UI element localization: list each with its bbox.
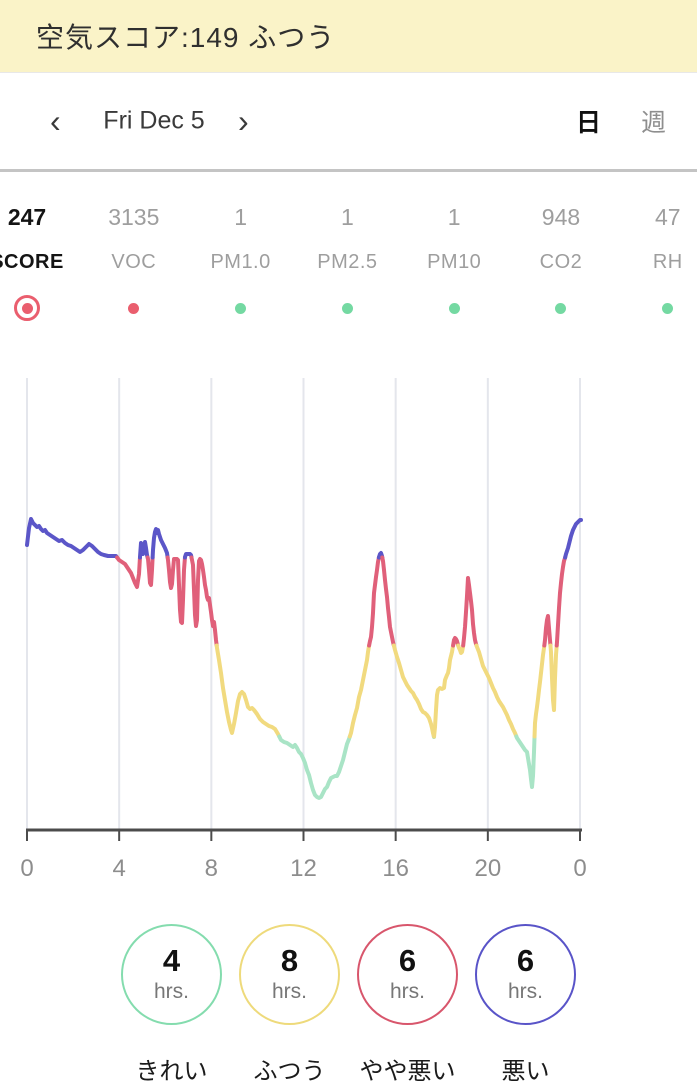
x-axis-label: 8 xyxy=(205,855,218,880)
metric-value: 3135 xyxy=(80,206,187,229)
score-line-segment xyxy=(463,578,476,646)
next-day-button[interactable]: › xyxy=(228,105,259,137)
metric-column-co2[interactable]: 948 CO2 xyxy=(508,206,615,322)
metric-label: SCORE xyxy=(0,252,80,272)
metric-status-dot xyxy=(294,294,401,322)
score-line-segment xyxy=(394,646,434,737)
band-label: ふつう xyxy=(239,1051,340,1086)
metric-column-pm25[interactable]: 1 PM2.5 xyxy=(294,206,401,322)
hours-unit: hrs. xyxy=(154,980,189,1004)
metric-value: 47 xyxy=(614,206,697,229)
x-axis-label: 12 xyxy=(290,855,317,880)
x-axis-label: 4 xyxy=(112,855,125,880)
score-line-segment xyxy=(350,646,369,737)
metric-column-pm10[interactable]: 1 PM10 xyxy=(401,206,508,322)
metric-value: 1 xyxy=(187,206,294,229)
hours-value: 4 xyxy=(163,945,180,978)
band-label: 悪い xyxy=(475,1051,576,1086)
metric-label: PM1.0 xyxy=(187,252,294,272)
metric-label: RH xyxy=(614,252,697,272)
x-axis-label: 20 xyxy=(474,855,501,880)
score-line-segment xyxy=(27,519,117,558)
score-line-segment xyxy=(148,558,153,586)
band-label: きれい xyxy=(121,1051,222,1086)
date-navigation: ‹ Fri Dec 5 › 日 週 xyxy=(0,72,697,172)
metric-status-dot xyxy=(80,294,187,322)
hours-value: 8 xyxy=(281,945,298,978)
metric-status-dot xyxy=(401,294,508,322)
metric-value: 1 xyxy=(401,206,508,229)
x-axis-label: 16 xyxy=(382,855,409,880)
selected-metric-dot xyxy=(0,294,80,322)
score-chart[interactable]: 0 4 8 12 16 20 0 xyxy=(0,322,697,880)
score-line-segment xyxy=(382,558,394,646)
metric-column-score[interactable]: 247 SCORE xyxy=(0,206,80,322)
x-axis-label: 0 xyxy=(20,855,33,880)
metrics-row: 247SCORE3135VOC1PM1.01PM2.51PM10948CO247… xyxy=(0,172,697,322)
metric-label: CO2 xyxy=(508,252,615,272)
score-line-segment xyxy=(217,646,280,737)
score-line-segment xyxy=(369,558,379,646)
score-line-segment xyxy=(477,646,517,737)
hours-value: 6 xyxy=(399,945,416,978)
score-line-segment xyxy=(192,558,217,646)
metric-status-dot xyxy=(614,294,697,322)
date-label: Fri Dec 5 xyxy=(88,107,220,136)
air-score-banner: 空気スコア:149 ふつう xyxy=(0,0,697,72)
score-line-segment xyxy=(550,646,556,711)
metric-column-pm10[interactable]: 1 PM1.0 xyxy=(187,206,294,322)
metric-value: 948 xyxy=(508,206,615,229)
metric-value: 247 xyxy=(0,206,80,229)
metric-column-voc[interactable]: 3135 VOC xyxy=(80,206,187,322)
score-line-segment xyxy=(153,529,168,558)
score-line-segment xyxy=(557,558,565,646)
x-axis-label: 0 xyxy=(573,855,586,880)
score-line-segment xyxy=(140,542,148,558)
previous-day-button[interactable]: ‹ xyxy=(40,105,71,137)
day-view-tab[interactable]: 日 xyxy=(576,103,601,139)
metric-status-dot xyxy=(508,294,615,322)
metric-status-dot xyxy=(187,294,294,322)
hours-unit: hrs. xyxy=(390,980,425,1004)
score-line-segment xyxy=(279,737,350,799)
score-line-segment xyxy=(544,616,550,646)
week-view-tab[interactable]: 週 xyxy=(641,103,666,139)
hours-unit: hrs. xyxy=(272,980,307,1004)
metric-value: 1 xyxy=(294,206,401,229)
score-line-segment xyxy=(565,520,581,558)
score-line-segment xyxy=(117,558,140,588)
band-label: やや悪い xyxy=(357,1051,458,1086)
hours-value: 6 xyxy=(517,945,534,978)
metric-label: PM10 xyxy=(401,252,508,272)
score-line-segment xyxy=(535,646,545,737)
score-line-segment xyxy=(168,558,185,624)
air-score-title: 空気スコア:149 ふつう xyxy=(36,16,335,56)
hours-unit: hrs. xyxy=(508,980,543,1004)
metric-column-rh[interactable]: 47 RH xyxy=(614,206,697,322)
metric-label: PM2.5 xyxy=(294,252,401,272)
score-line-segment xyxy=(516,737,534,788)
metric-label: VOC xyxy=(80,252,187,272)
score-line-segment xyxy=(434,646,453,737)
